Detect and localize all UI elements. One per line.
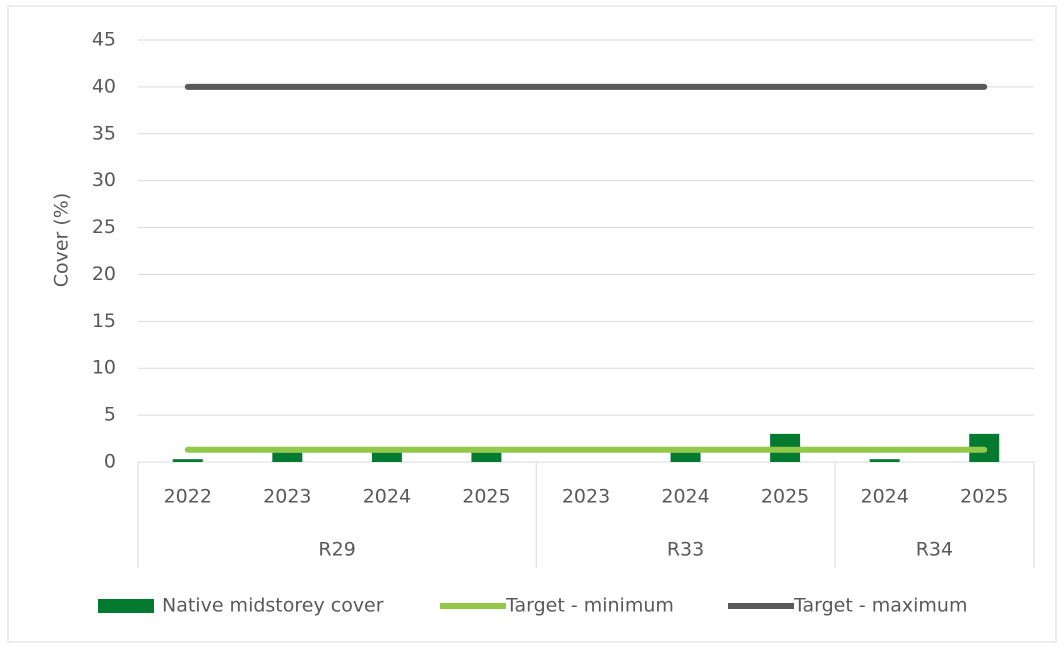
- bar: [172, 459, 203, 462]
- y-tick-label: 15: [92, 310, 116, 332]
- x-tick-label: 2023: [263, 486, 311, 508]
- x-tick-label: 2024: [860, 486, 908, 508]
- legend-label: Native midstorey cover: [162, 595, 384, 617]
- x-tick-label: 2024: [661, 486, 709, 508]
- x-tick-label: 2023: [562, 486, 610, 508]
- y-tick-label: 5: [104, 404, 116, 426]
- y-tick-label: 0: [104, 451, 116, 473]
- legend-label: Target - minimum: [505, 595, 674, 617]
- group-label: R33: [667, 539, 704, 561]
- y-tick-label: 30: [92, 169, 116, 191]
- x-tick-label: 2024: [363, 486, 411, 508]
- chart-border: [7, 5, 1057, 643]
- y-tick-label: 10: [92, 357, 116, 379]
- y-tick-label: 45: [92, 29, 116, 51]
- y-tick-label: 40: [92, 75, 116, 97]
- y-tick-label: 25: [92, 216, 116, 238]
- x-tick-label: 2025: [761, 486, 809, 508]
- bar: [471, 452, 502, 462]
- x-tick-label: 2025: [462, 486, 510, 508]
- bar: [869, 459, 900, 462]
- y-axis-title: Cover (%): [51, 193, 73, 288]
- group-label: R34: [916, 539, 953, 561]
- bar: [670, 452, 701, 462]
- y-tick-label: 35: [92, 122, 116, 144]
- legend-label: Target - maximum: [793, 595, 967, 617]
- bar: [272, 452, 303, 462]
- legend-swatch: [98, 599, 154, 613]
- x-tick-label: 2025: [960, 486, 1008, 508]
- group-label: R29: [318, 539, 355, 561]
- x-tick-label: 2022: [164, 486, 212, 508]
- y-tick-label: 20: [92, 263, 116, 285]
- bar: [371, 452, 402, 462]
